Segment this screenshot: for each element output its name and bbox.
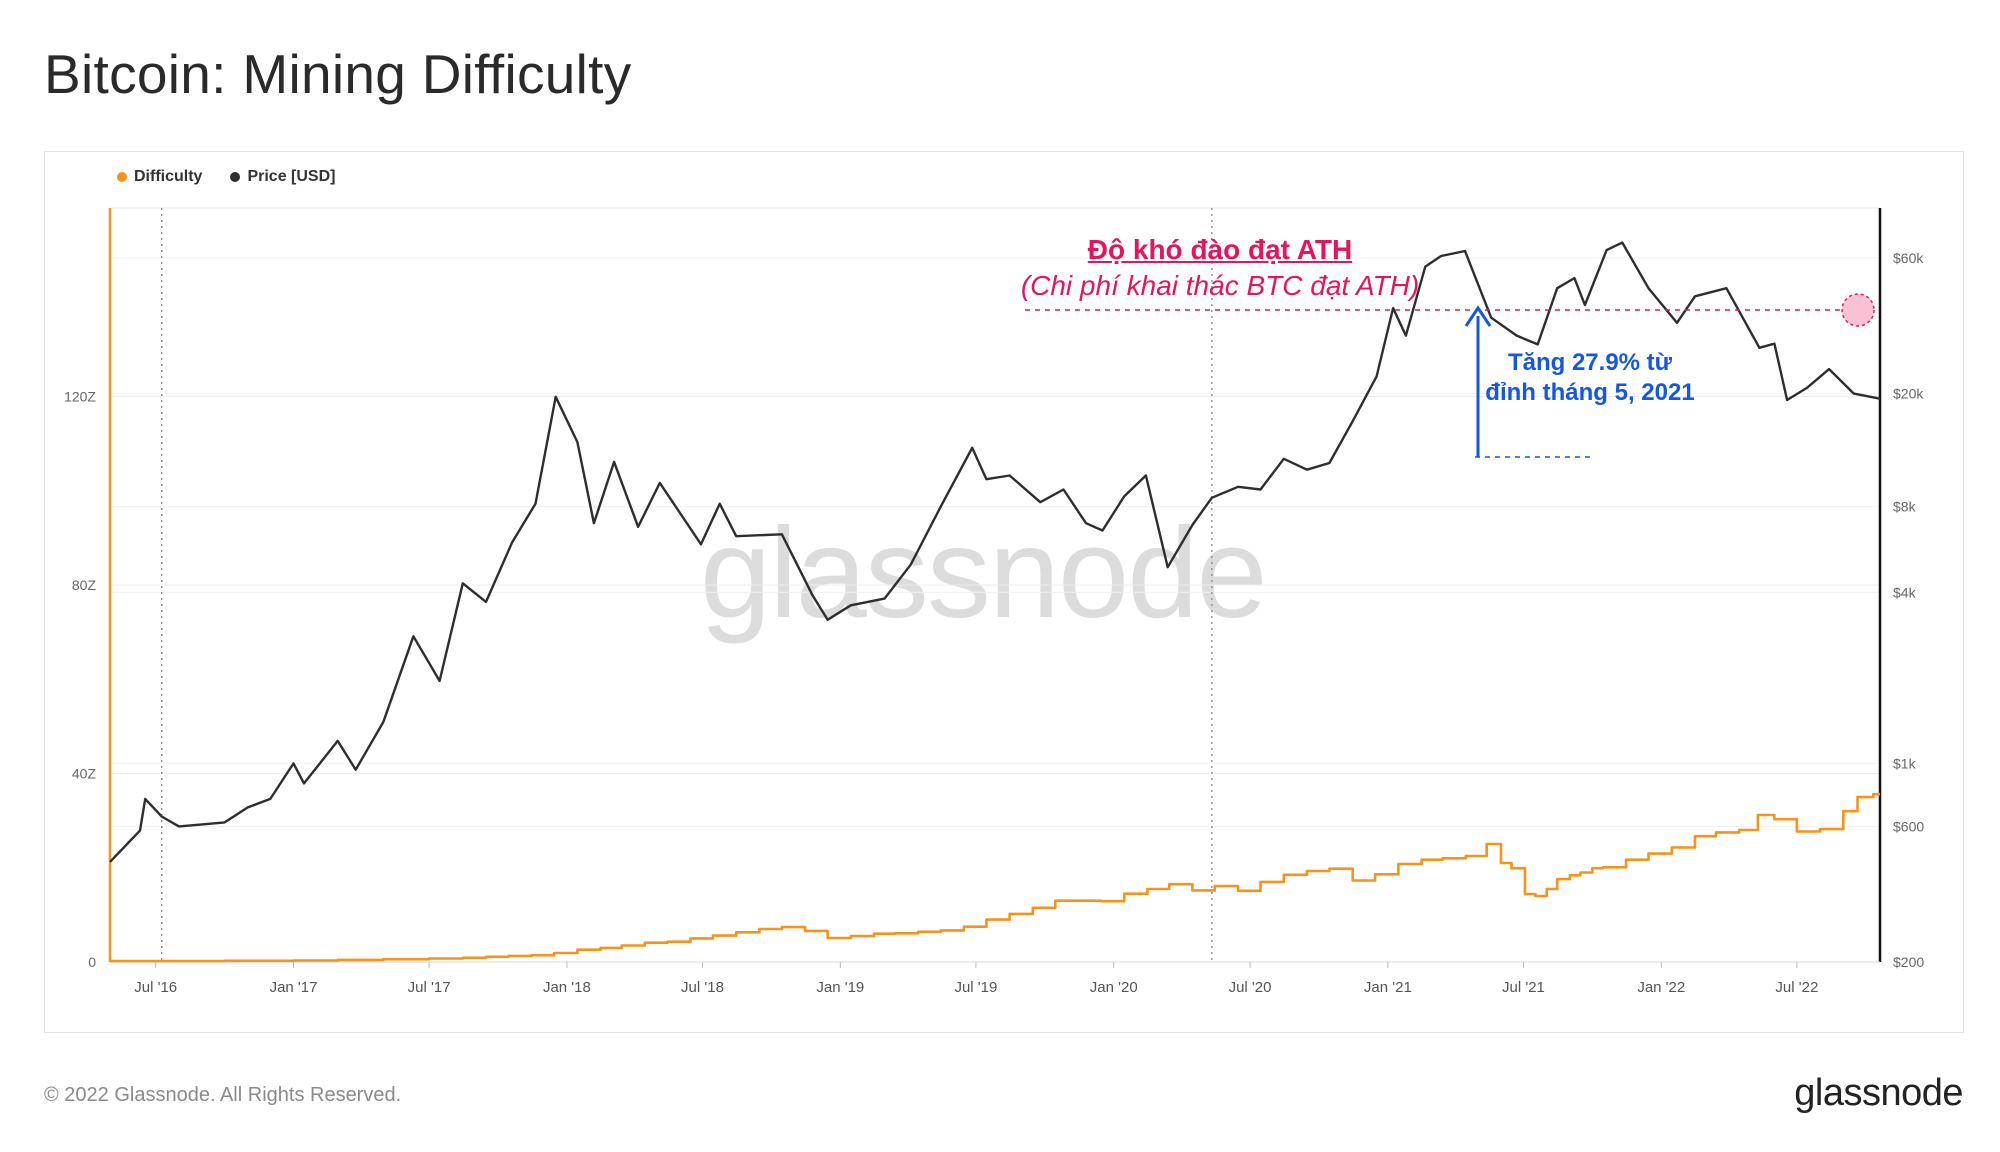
x-tick-label: Jul '18 — [681, 979, 724, 996]
x-tick-label: Jan '18 — [543, 979, 591, 996]
legend-item-difficulty[interactable]: Difficulty — [117, 168, 202, 186]
legend: Difficulty Price [USD] — [117, 168, 335, 186]
increase-arrow-head-icon — [1464, 305, 1492, 327]
y-right-tick-label: $1k — [1893, 755, 1917, 771]
x-tick-label: Jan '22 — [1637, 979, 1685, 996]
page-title: Bitcoin: Mining Difficulty — [44, 43, 632, 105]
y-right-tick-label: $20k — [1893, 386, 1924, 402]
y-right-tick-label: $600 — [1893, 818, 1924, 834]
y-left-tick-label: 120Z — [64, 389, 96, 405]
price-series-line — [109, 241, 1881, 863]
x-tick-label: Jan '20 — [1090, 979, 1138, 996]
legend-label-difficulty: Difficulty — [134, 168, 203, 185]
x-tick-label: Jan '21 — [1364, 979, 1412, 996]
ath-highlight-circle — [1841, 293, 1875, 327]
annotation-increase-line2: đỉnh tháng 5, 2021 — [1485, 379, 1695, 406]
footer-brand-logo[interactable]: glassnode — [1794, 1072, 1963, 1114]
annotation-increase: Tăng 27.9% từ đỉnh tháng 5, 2021 — [1470, 348, 1710, 408]
x-tick-label: Jul '22 — [1775, 979, 1818, 996]
annotation-increase-line1: Tăng 27.9% từ — [1507, 349, 1673, 376]
price-dot-icon — [230, 172, 241, 182]
x-tick-label: Jul '17 — [408, 979, 451, 996]
annotation-ath-subtitle: (Chi phí khai thác BTC đạt ATH) — [1020, 270, 1420, 301]
x-tick-label: Jan '17 — [270, 979, 318, 996]
footer-copyright: © 2022 Glassnode. All Rights Reserved. — [44, 1084, 402, 1106]
legend-item-price[interactable]: Price [USD] — [230, 168, 335, 186]
legend-label-price: Price [USD] — [247, 168, 336, 185]
y-right-tick-label: $200 — [1893, 954, 1924, 970]
y-right-tick-label: $8k — [1893, 499, 1917, 515]
y-right-tick-label: $60k — [1893, 250, 1924, 266]
watermark: glassnode — [700, 502, 1268, 645]
annotation-ath-title: Độ khó đào đạt ATH — [1087, 234, 1353, 265]
y-left-tick-label: 80Z — [72, 577, 97, 593]
x-tick-label: Jul '21 — [1502, 979, 1545, 996]
x-tick-label: Jul '16 — [134, 979, 177, 996]
x-tick-label: Jul '19 — [954, 979, 997, 996]
difficulty-series-line — [110, 792, 1880, 963]
difficulty-dot-icon — [117, 172, 127, 182]
y-right-tick-label: $4k — [1893, 584, 1917, 600]
y-left-tick-label: 40Z — [72, 766, 97, 782]
x-tick-label: Jul '20 — [1229, 979, 1272, 996]
y-left-tick-label: 0 — [88, 954, 96, 970]
x-tick-label: Jan '19 — [816, 979, 864, 996]
